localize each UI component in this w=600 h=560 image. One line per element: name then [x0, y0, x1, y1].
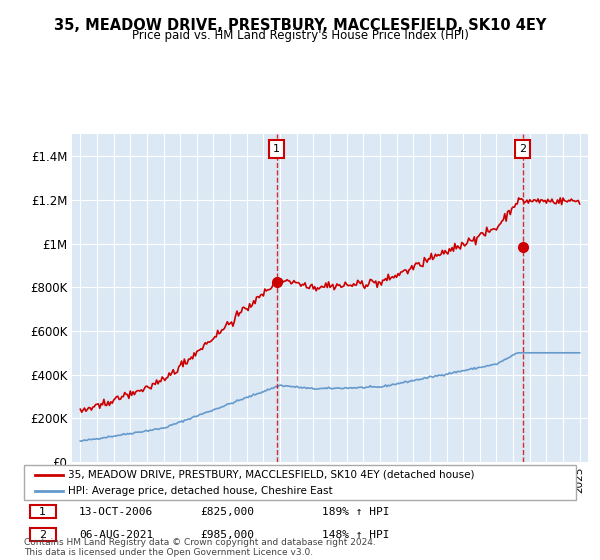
Text: £825,000: £825,000: [200, 507, 254, 517]
FancyBboxPatch shape: [29, 528, 56, 542]
Text: HPI: Average price, detached house, Cheshire East: HPI: Average price, detached house, Ches…: [68, 486, 333, 496]
Text: 35, MEADOW DRIVE, PRESTBURY, MACCLESFIELD, SK10 4EY: 35, MEADOW DRIVE, PRESTBURY, MACCLESFIEL…: [54, 18, 546, 33]
FancyBboxPatch shape: [29, 505, 56, 519]
Text: £985,000: £985,000: [200, 530, 254, 540]
Text: 148% ↑ HPI: 148% ↑ HPI: [322, 530, 389, 540]
Text: 06-AUG-2021: 06-AUG-2021: [79, 530, 154, 540]
Text: 189% ↑ HPI: 189% ↑ HPI: [322, 507, 389, 517]
Text: Contains HM Land Registry data © Crown copyright and database right 2024.
This d: Contains HM Land Registry data © Crown c…: [24, 538, 376, 557]
Text: 2: 2: [519, 144, 526, 154]
Text: 1: 1: [39, 507, 46, 517]
FancyBboxPatch shape: [24, 465, 576, 500]
Text: 13-OCT-2006: 13-OCT-2006: [79, 507, 154, 517]
Text: 2: 2: [39, 530, 46, 540]
Text: 35, MEADOW DRIVE, PRESTBURY, MACCLESFIELD, SK10 4EY (detached house): 35, MEADOW DRIVE, PRESTBURY, MACCLESFIEL…: [68, 469, 475, 479]
Text: 1: 1: [273, 144, 280, 154]
Text: Price paid vs. HM Land Registry's House Price Index (HPI): Price paid vs. HM Land Registry's House …: [131, 29, 469, 42]
